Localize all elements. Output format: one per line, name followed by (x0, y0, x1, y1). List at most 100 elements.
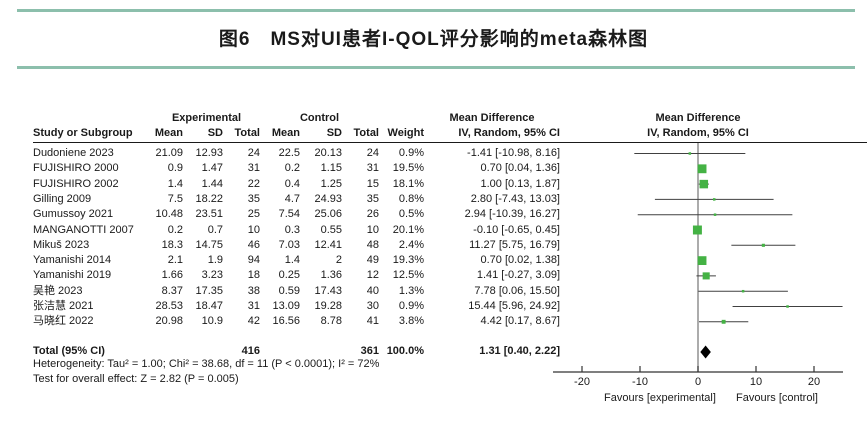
exp-total-cell: 35 (247, 192, 260, 205)
exp-mean-cell: 18.3 (161, 238, 183, 251)
ctrl-mean-cell: 13.09 (272, 300, 300, 312)
exp-sd-cell: 0.7 (207, 223, 223, 236)
table-row: Mikuš 2023 18.3 14.75 46 7.03 12.41 48 2.4% 11.2… (33, 238, 560, 253)
ctrl-mean-cell: 1.4 (284, 254, 300, 267)
table-row: Dudoniene 2023 21.09 12.93 24 22.5 20.13 24 0.9… (33, 146, 560, 161)
table-row: Gumussoy 2021 10.48 23.51 25 7.54 25.06 26 0.5%… (33, 207, 560, 222)
study-name-cell: 马晓红 2022 (33, 315, 94, 328)
table-row: FUJISHIRO 2000 0.9 1.47 31 0.2 1.15 31 19.5% 0.7… (33, 161, 560, 176)
ctrl-mean-cell: 0.4 (284, 177, 300, 190)
study-name-cell: 吴艳 2023 (33, 284, 83, 297)
table-row: FUJISHIRO 2002 1.4 1.44 22 0.4 1.25 15 18.1% 1.0… (33, 177, 560, 192)
effect-square (697, 164, 707, 174)
md-ci-cell: 11.27 [5.75, 16.79] (469, 238, 560, 251)
total-ctrl-n: 361 (360, 345, 379, 357)
effect-square (721, 319, 726, 324)
ctrl-sd-cell: 0.55 (320, 223, 342, 236)
ctrl-sd-cell: 2 (335, 254, 342, 267)
ctrl-total-cell: 40 (366, 284, 379, 297)
weight-column-header: Weight (387, 127, 424, 139)
exp-total-cell: 10 (247, 223, 260, 236)
study-name-cell: Yamanishi 2014 (33, 254, 112, 267)
exp-sd-column-header: SD (207, 127, 223, 139)
title-divider (17, 66, 855, 69)
exp-total-cell: 31 (247, 300, 260, 312)
ctrl-mean-cell: 0.2 (284, 162, 300, 175)
tick-label: 0 (695, 376, 701, 388)
tick-label: -10 (632, 376, 648, 388)
weight-cell: 0.5% (398, 208, 424, 221)
exp-total-cell: 46 (247, 238, 260, 251)
experimental-group-header: Experimental (171, 112, 242, 124)
ctrl-total-cell: 48 (366, 238, 379, 251)
study-name-cell: Gilling 2009 (33, 192, 92, 205)
ctrl-total-cell: 12 (366, 269, 379, 282)
total-md-ci: 1.31 [0.40, 2.22] (479, 345, 560, 357)
exp-mean-column-header: Mean (154, 127, 183, 139)
exp-sd-cell: 1.9 (207, 254, 223, 267)
exp-total-cell: 31 (247, 162, 260, 175)
ctrl-sd-cell: 1.25 (320, 177, 342, 190)
table-row: 张洁慧 2021 28.53 18.47 31 13.09 19.28 30 0.9% 15.4… (33, 299, 560, 314)
tick-label: 10 (750, 376, 762, 388)
ctrl-mean-cell: 7.03 (278, 238, 300, 251)
effect-square (712, 198, 716, 201)
table-row: Yamanishi 2014 2.1 1.9 94 1.4 2 49 19.3% 0.70 [0… (33, 253, 560, 268)
exp-total-cell: 42 (247, 315, 260, 328)
summary-diamond (700, 345, 711, 359)
plot-header-method: IV, Random, 95% CI (647, 127, 749, 139)
ctrl-total-cell: 24 (366, 147, 379, 159)
exp-total-cell: 22 (247, 177, 260, 190)
exp-sd-cell: 12.93 (195, 147, 223, 159)
total-weight: 100.0% (386, 345, 424, 357)
table-header-row: Study or Subgroup Mean SD Total Mean SD … (33, 126, 560, 141)
weight-cell: 1.3% (398, 284, 424, 297)
total-row: Total (95% CI) 416 361 100.0% 1.31 [0.40… (33, 344, 560, 359)
mean-difference-column-header: Mean Difference (449, 112, 535, 124)
exp-sd-cell: 1.44 (201, 177, 223, 190)
effect-square (786, 305, 789, 308)
effect-square (692, 225, 702, 235)
ctrl-sd-cell: 19.28 (314, 300, 342, 312)
effect-square (688, 152, 692, 155)
exp-mean-cell: 1.4 (167, 177, 183, 190)
weight-cell: 0.8% (398, 192, 424, 205)
md-ci-cell: 4.42 [0.17, 8.67] (480, 315, 560, 328)
exp-sd-cell: 23.51 (195, 208, 223, 221)
ctrl-sd-cell: 1.15 (320, 162, 342, 175)
exp-sd-cell: 18.47 (195, 300, 223, 312)
exp-mean-cell: 20.98 (155, 315, 183, 328)
ctrl-mean-column-header: Mean (271, 127, 300, 139)
ctrl-total-cell: 26 (366, 208, 379, 221)
table-row: Yamanishi 2019 1.66 3.23 18 0.25 1.36 12 12.5% 1… (33, 268, 560, 283)
ctrl-sd-cell: 24.93 (314, 192, 342, 205)
ctrl-sd-cell: 12.41 (314, 238, 342, 251)
plot-header-title: Mean Difference (655, 112, 741, 124)
figure-title: 图6 MS对UI患者I-QOL评分影响的meta森林图 (218, 29, 649, 50)
exp-mean-cell: 10.48 (155, 208, 183, 221)
md-ci-cell: 1.41 [-0.27, 3.09] (476, 269, 560, 282)
exp-total-cell: 25 (247, 208, 260, 221)
exp-mean-cell: 21.09 (155, 147, 183, 159)
header-underline (33, 142, 864, 143)
ctrl-total-cell: 31 (366, 162, 379, 175)
effect-square (761, 243, 765, 247)
exp-sd-cell: 1.47 (201, 162, 223, 175)
md-ci-cell: 15.44 [5.96, 24.92] (468, 300, 560, 312)
total-exp-n: 416 (241, 345, 260, 357)
md-ci-cell: 1.00 [0.13, 1.87] (480, 177, 560, 190)
exp-total-cell: 94 (247, 254, 260, 267)
ctrl-sd-cell: 1.36 (320, 269, 342, 282)
exp-sd-cell: 18.22 (195, 192, 223, 205)
md-ci-cell: -0.10 [-0.65, 0.45] (473, 223, 560, 236)
ctrl-total-cell: 30 (366, 300, 379, 312)
weight-cell: 18.1% (392, 177, 424, 190)
ctrl-total-column-header: Total (353, 127, 379, 139)
exp-sd-cell: 14.75 (195, 238, 223, 251)
forest-graph: -20 -10 0 10 20 Favours [experimental] Favours… (553, 142, 867, 404)
exp-total-cell: 38 (247, 284, 260, 297)
ctrl-mean-cell: 22.5 (278, 147, 300, 159)
md-ci-column-header: IV, Random, 95% CI (458, 127, 560, 139)
ctrl-total-cell: 41 (366, 315, 379, 328)
